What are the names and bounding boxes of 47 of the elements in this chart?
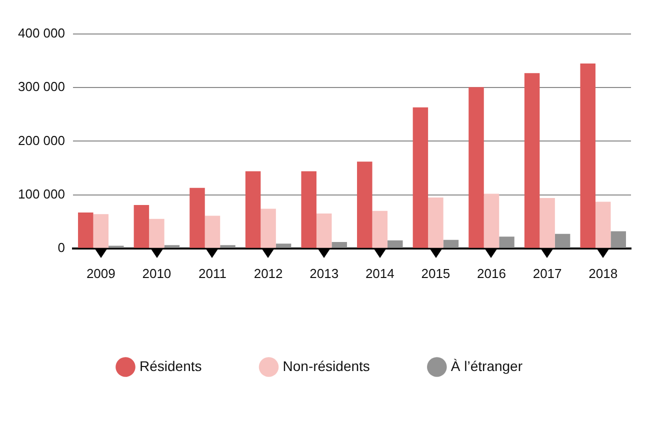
bar <box>468 87 484 248</box>
bar <box>164 245 180 248</box>
bar <box>332 242 347 248</box>
bar <box>372 210 388 248</box>
x-tick-label: 2016 <box>477 266 506 281</box>
bar <box>149 218 164 248</box>
bar <box>412 107 428 248</box>
bar <box>484 194 500 248</box>
x-tick-label: 2018 <box>588 266 618 281</box>
bar <box>93 214 109 248</box>
x-tick-label: 2012 <box>254 266 283 281</box>
bar <box>580 63 596 248</box>
legend-label: À l’étranger <box>450 358 523 374</box>
y-tick-label: 200 000 <box>18 132 65 148</box>
bar <box>610 231 626 248</box>
bar <box>220 245 236 248</box>
x-tick-label: 2011 <box>198 266 226 281</box>
x-tick-label: 2014 <box>365 266 394 281</box>
bar <box>524 73 540 248</box>
bar <box>260 208 276 248</box>
bar <box>78 212 94 248</box>
bar <box>245 171 261 248</box>
bar <box>540 198 555 248</box>
x-tick-label: 2010 <box>142 266 172 281</box>
bar <box>357 162 372 248</box>
bar <box>554 234 570 248</box>
y-tick-label: 400 000 <box>18 26 65 41</box>
y-tick-label: 0 <box>58 240 65 255</box>
legend-label: Non-résidents <box>282 358 370 374</box>
x-tick-label: 2013 <box>310 266 339 281</box>
bar <box>443 240 459 248</box>
y-tick-label: 300 000 <box>18 79 65 94</box>
bar <box>190 188 205 248</box>
legend-label: Résidents <box>140 358 202 374</box>
bar <box>316 214 332 248</box>
x-tick-label: 2015 <box>421 266 450 281</box>
bar <box>276 244 292 248</box>
bar <box>301 171 316 248</box>
x-tick-label: 2009 <box>86 266 116 281</box>
bar <box>595 202 611 248</box>
bar <box>204 216 220 248</box>
bar <box>388 240 403 248</box>
x-tick-label: 2017 <box>532 266 562 281</box>
y-tick-label: 100 000 <box>18 186 65 202</box>
bar <box>428 197 444 248</box>
bar <box>134 204 150 248</box>
bar <box>499 236 514 248</box>
